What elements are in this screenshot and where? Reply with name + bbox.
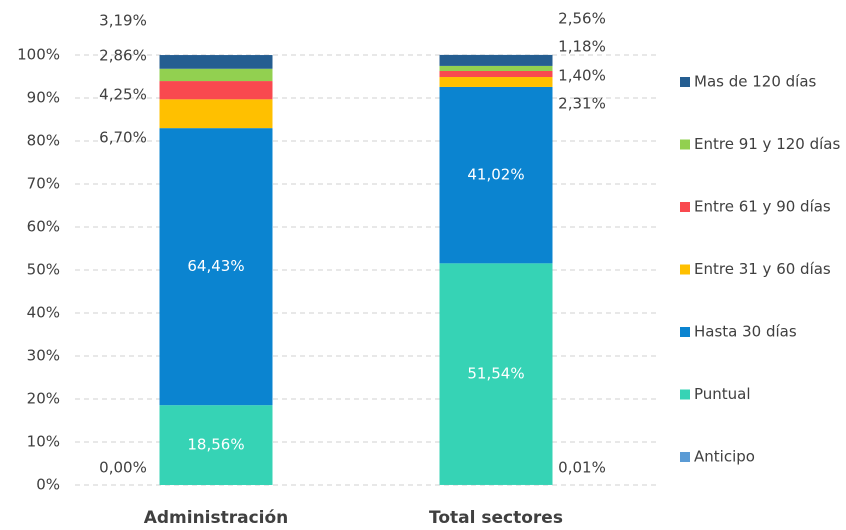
data-label: 2,56% (558, 10, 606, 28)
bar-segment (439, 54, 553, 66)
legend-label: Entre 61 y 90 días (694, 198, 831, 216)
legend-swatch (680, 327, 690, 337)
bar-segment (439, 86, 553, 264)
legend-label: Mas de 120 días (694, 73, 817, 91)
bar-segment (159, 405, 273, 485)
data-label: 0,01% (558, 459, 606, 477)
bar-segment (159, 68, 273, 82)
y-tick-label: 10% (27, 433, 60, 451)
y-tick-label: 20% (27, 390, 60, 408)
bar-segment (439, 77, 553, 87)
y-tick-label: 50% (27, 261, 60, 279)
data-label: 2,31% (558, 95, 606, 113)
data-label: 4,25% (99, 86, 147, 104)
legend-swatch (680, 389, 690, 400)
x-tick-label: Administración (144, 508, 289, 528)
data-label: 2,86% (99, 47, 147, 65)
data-label: 0,00% (99, 459, 147, 477)
data-label: 51,54% (467, 365, 524, 383)
legend-label: Entre 31 y 60 días (694, 260, 831, 278)
y-tick-label: 70% (27, 175, 60, 193)
y-tick-label: 100% (17, 46, 60, 64)
data-label: 1,40% (558, 67, 606, 85)
data-label: 6,70% (99, 129, 147, 147)
y-tick-label: 80% (27, 132, 60, 150)
legend-swatch (680, 139, 690, 150)
legend-swatch (680, 77, 690, 87)
bar-segment (439, 65, 553, 71)
data-label: 64,43% (187, 257, 244, 275)
bar-segment (439, 263, 553, 485)
data-label: 3,19% (99, 12, 147, 30)
legend-label: Anticipo (694, 448, 755, 466)
bar-segment (439, 70, 553, 78)
data-label: 1,18% (558, 38, 606, 56)
bar-segment (159, 55, 273, 69)
legend-swatch (680, 452, 690, 462)
bar-segment (159, 99, 273, 129)
legend-label: Entre 91 y 120 días (694, 135, 840, 153)
x-tick-label: Total sectores (429, 508, 563, 528)
legend-swatch (680, 264, 690, 275)
legend-label: Puntual (694, 385, 751, 403)
y-tick-label: 90% (27, 89, 60, 107)
bar-segment (159, 81, 273, 100)
legend-swatch (680, 202, 690, 212)
data-label: 18,56% (187, 436, 244, 454)
y-tick-label: 0% (36, 476, 60, 494)
bar-segment (159, 128, 273, 406)
legend-label: Hasta 30 días (694, 323, 797, 341)
y-tick-label: 30% (27, 347, 60, 365)
y-tick-label: 60% (27, 218, 60, 236)
data-label: 41,02% (467, 166, 524, 184)
y-tick-label: 40% (27, 304, 60, 322)
